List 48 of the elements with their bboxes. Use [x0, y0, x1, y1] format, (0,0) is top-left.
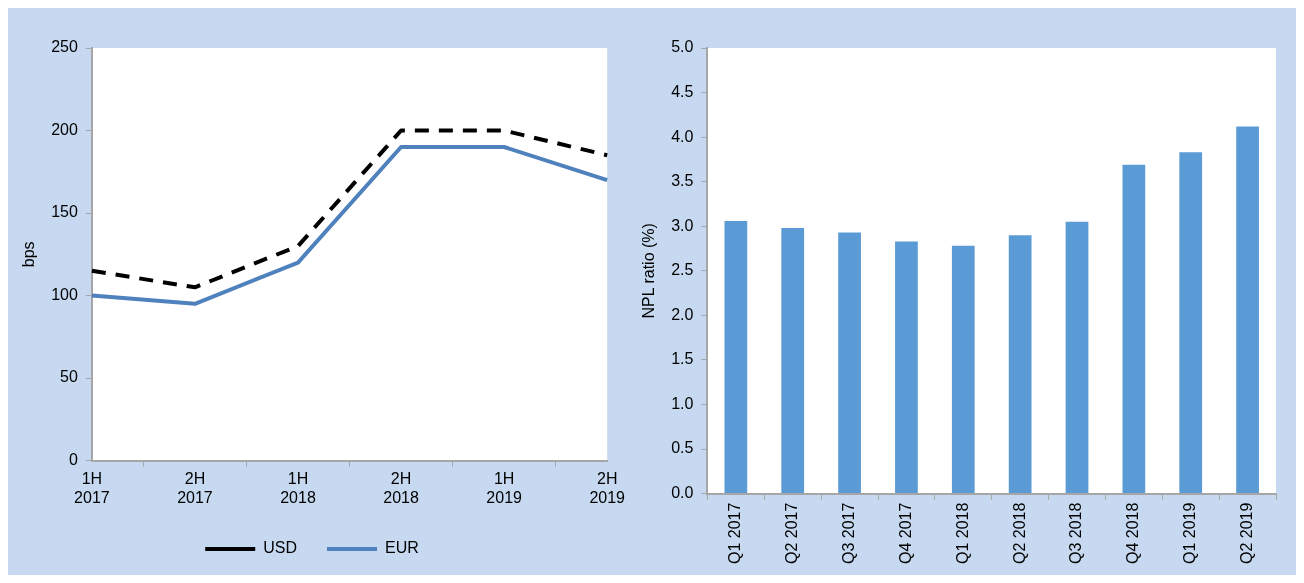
- y-axis-title: bps: [20, 241, 38, 268]
- y-tick-label: 0.5: [671, 439, 694, 457]
- y-tick-label: 100: [51, 285, 78, 303]
- bar: [781, 228, 805, 494]
- y-tick-label: 3.0: [671, 216, 694, 234]
- y-tick-label: 1.0: [671, 394, 694, 412]
- bar: [895, 241, 918, 494]
- y-tick-label: 50: [60, 368, 78, 386]
- x-tick-label: Q4 2017: [896, 502, 914, 565]
- x-tick-label: Q4 2018: [1124, 502, 1142, 565]
- x-tick-label: 2H 2017: [177, 469, 213, 506]
- legend-label: EUR: [385, 539, 419, 557]
- x-tick-label: Q2 2018: [1010, 502, 1028, 565]
- x-tick-label: 1H 2017: [74, 469, 110, 506]
- x-tick-label: 2H 2019: [589, 469, 626, 506]
- bar: [1236, 126, 1259, 494]
- line-series: [89, 128, 610, 290]
- bar: [1122, 164, 1146, 494]
- x-tick-label: 2H 2018: [383, 469, 419, 506]
- y-tick-label: 0: [68, 451, 78, 469]
- x-tick-label: Q3 2018: [1067, 502, 1085, 565]
- y-tick-label: 200: [51, 120, 78, 138]
- bar: [1179, 152, 1203, 494]
- bar: [1065, 221, 1089, 494]
- y-tick-label: 5.0: [671, 38, 694, 56]
- bar: [951, 245, 975, 494]
- y-tick-label: 250: [51, 38, 78, 56]
- legend-label: USD: [263, 539, 297, 557]
- y-tick-label: 4.5: [671, 82, 694, 100]
- y-tick-label: 2.0: [671, 305, 694, 323]
- x-tick-label: Q1 2018: [953, 502, 971, 565]
- y-tick-label: 4.0: [671, 127, 694, 145]
- y-tick-label: 150: [51, 203, 78, 221]
- y-tick-label: 2.5: [671, 261, 694, 279]
- x-tick-label: Q2 2019: [1237, 502, 1255, 565]
- x-tick-label: Q2 2017: [783, 502, 801, 565]
- bar: [1008, 235, 1032, 494]
- x-tick-label: 1H 2019: [486, 469, 523, 506]
- bar: [724, 220, 748, 494]
- y-tick-label: 0.0: [671, 484, 694, 502]
- y-tick-label: 3.5: [671, 172, 694, 190]
- y-tick-label: 1.5: [671, 350, 694, 368]
- y-axis-title: NPL ratio (%): [640, 223, 658, 319]
- x-tick-label: 1H 2018: [280, 469, 316, 506]
- x-tick-label: Q3 2017: [839, 502, 857, 565]
- x-tick-label: Q1 2017: [726, 502, 744, 565]
- bar: [838, 232, 861, 494]
- x-tick-label: Q1 2019: [1181, 502, 1199, 565]
